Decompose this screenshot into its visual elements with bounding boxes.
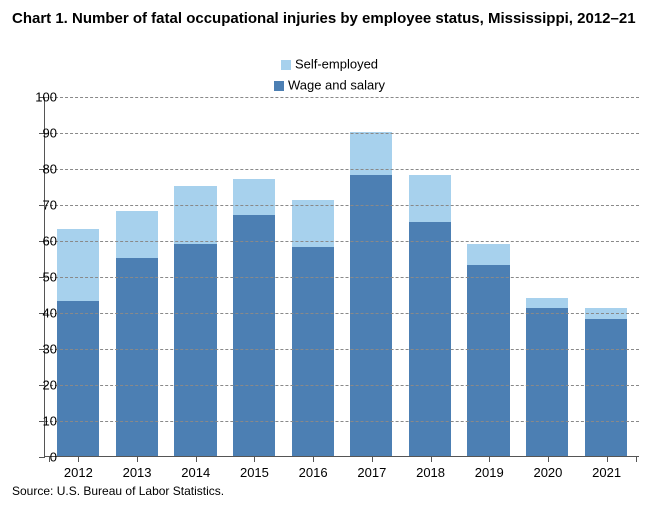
y-axis-label: 60 [43, 234, 57, 249]
bar [409, 175, 451, 456]
bar [174, 186, 216, 456]
source-note: Source: U.S. Bureau of Labor Statistics. [12, 484, 224, 498]
legend-swatch [274, 81, 284, 91]
grid-line [45, 277, 639, 278]
bar [233, 179, 275, 456]
y-axis-label: 30 [43, 342, 57, 357]
x-axis-label: 2013 [123, 465, 152, 480]
grid-line [45, 385, 639, 386]
x-tick [254, 456, 255, 462]
y-tick [39, 457, 45, 458]
y-axis-label: 80 [43, 162, 57, 177]
x-tick [372, 456, 373, 462]
bar-segment [174, 186, 216, 244]
x-axis-label: 2020 [533, 465, 562, 480]
bar [292, 200, 334, 456]
x-axis-label: 2021 [592, 465, 621, 480]
y-axis-label: 20 [43, 378, 57, 393]
y-axis-label: 50 [43, 270, 57, 285]
bar-segment [350, 175, 392, 456]
bar-segment [409, 175, 451, 222]
bar-segment [57, 301, 99, 456]
bar-segment [467, 244, 509, 266]
x-axis-label: 2016 [299, 465, 328, 480]
y-axis-label: 100 [35, 90, 57, 105]
y-axis-label: 70 [43, 198, 57, 213]
y-axis-label: 10 [43, 414, 57, 429]
x-axis-label: 2015 [240, 465, 269, 480]
legend-item: Self-employed [0, 55, 659, 76]
grid-line [45, 313, 639, 314]
x-tick [636, 456, 637, 462]
plot-area: 2012201320142015201620172018201920202021 [44, 97, 639, 457]
chart-title: Chart 1. Number of fatal occupational in… [12, 10, 647, 29]
chart-container: Chart 1. Number of fatal occupational in… [0, 0, 659, 506]
x-axis-label: 2018 [416, 465, 445, 480]
bar-segment [233, 215, 275, 456]
x-tick [313, 456, 314, 462]
y-axis-label: 0 [50, 450, 57, 465]
bar [585, 308, 627, 456]
x-tick [489, 456, 490, 462]
x-tick [431, 456, 432, 462]
x-tick [78, 456, 79, 462]
x-tick [548, 456, 549, 462]
x-axis-label: 2017 [357, 465, 386, 480]
grid-line [45, 421, 639, 422]
bar-segment [585, 319, 627, 456]
grid-line [45, 241, 639, 242]
grid-line [45, 349, 639, 350]
bar-segment [526, 298, 568, 309]
bar-segment [526, 308, 568, 456]
bar-segment [467, 265, 509, 456]
bar-segment [292, 247, 334, 456]
y-axis-label: 90 [43, 126, 57, 141]
bar-segment [116, 258, 158, 456]
x-tick [196, 456, 197, 462]
x-tick [137, 456, 138, 462]
grid-line [45, 205, 639, 206]
x-tick [607, 456, 608, 462]
x-axis-label: 2019 [475, 465, 504, 480]
grid-line [45, 133, 639, 134]
x-axis-label: 2012 [64, 465, 93, 480]
legend-label: Self-employed [295, 56, 378, 71]
bar-segment [233, 179, 275, 215]
bar-segment [116, 211, 158, 258]
x-axis-label: 2014 [181, 465, 210, 480]
grid-line [45, 97, 639, 98]
legend-swatch [281, 60, 291, 70]
legend-item: Wage and salary [0, 76, 659, 97]
legend: Self-employed Wage and salary [0, 55, 659, 97]
bar [526, 298, 568, 456]
legend-label: Wage and salary [288, 77, 385, 92]
bar [116, 211, 158, 456]
grid-line [45, 169, 639, 170]
bar [350, 132, 392, 456]
y-axis-label: 40 [43, 306, 57, 321]
bar-segment [57, 229, 99, 301]
